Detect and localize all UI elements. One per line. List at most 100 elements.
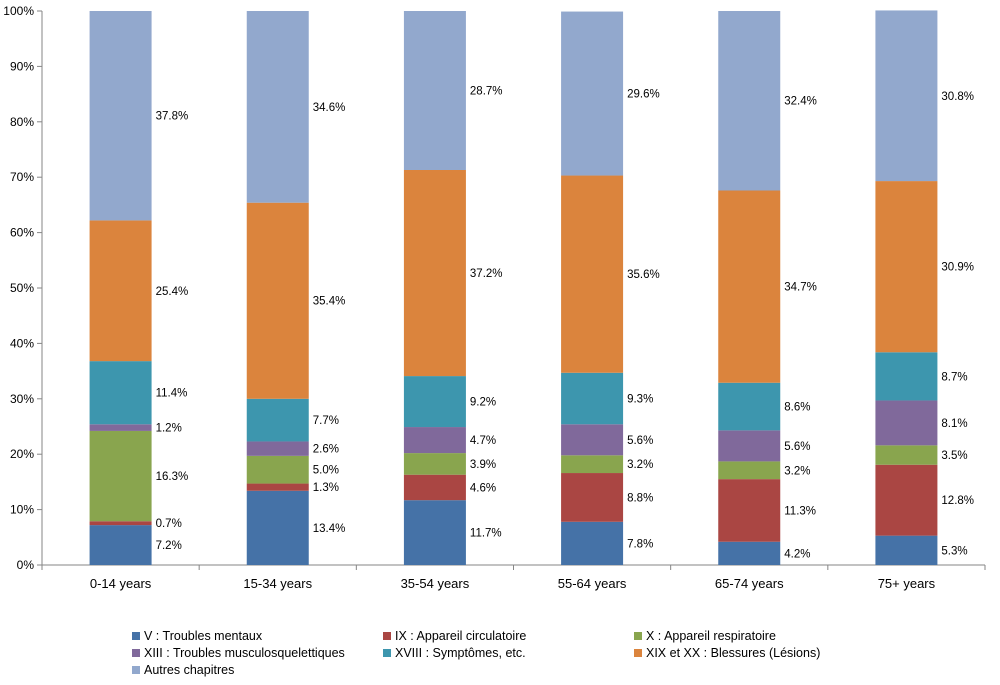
bar-segment (875, 10, 938, 182)
legend-swatch (132, 632, 140, 640)
bar-segment (561, 473, 624, 522)
bar-segment (403, 427, 466, 454)
data-label: 35.4% (313, 296, 346, 308)
legend-item-label: Autres chapitres (144, 663, 234, 677)
data-label: 34.7% (784, 282, 817, 294)
y-tick-label: 60% (10, 226, 34, 240)
bar-segment (89, 430, 152, 522)
bar-segment (89, 11, 152, 221)
bar-segment (718, 461, 781, 480)
data-label: 3.2% (784, 465, 810, 477)
bar-segment (89, 361, 152, 425)
data-label: 4.7% (470, 435, 496, 447)
bar-segment (561, 521, 624, 565)
y-tick-label: 10% (10, 503, 34, 517)
data-label: 5.6% (784, 441, 810, 453)
data-label: 7.8% (627, 538, 653, 550)
data-label: 3.9% (470, 459, 496, 471)
data-label: 12.8% (941, 495, 974, 507)
x-tick-label: 55-64 years (558, 576, 627, 591)
data-label: 7.2% (156, 540, 182, 552)
data-label: 11.3% (784, 505, 816, 517)
data-label: 29.6% (627, 89, 660, 101)
y-tick-label: 40% (10, 336, 34, 350)
bar-segment (89, 525, 152, 565)
legend-swatch (132, 666, 140, 674)
data-label: 8.8% (627, 492, 653, 504)
data-label: 8.1% (941, 418, 967, 430)
bar-segment (561, 11, 624, 176)
bar-segment (875, 352, 938, 401)
bar-segment (561, 424, 624, 456)
bar-segment (89, 424, 152, 431)
y-tick-label: 50% (10, 281, 34, 295)
y-tick-label: 0% (17, 558, 35, 572)
x-axis: 0-14 years 15-34 years 35-54 years 55-64 ye… (41, 564, 986, 591)
legend-swatch (383, 649, 391, 657)
bar-segment (246, 490, 309, 565)
y-tick-label: 90% (10, 59, 34, 73)
data-label: 30.9% (941, 262, 974, 274)
data-label: 1.3% (313, 482, 339, 494)
y-tick-label: 80% (10, 115, 34, 129)
data-label: 35.6% (627, 269, 660, 281)
data-label: 37.2% (470, 268, 503, 280)
legend-item-label: X : Appareil respiratoire (646, 629, 776, 643)
legend: V : Troubles mentaux IX : Appareil circul… (132, 629, 820, 677)
legend-swatch (132, 649, 140, 657)
data-label: 37.8% (156, 111, 189, 123)
data-label: 3.2% (627, 459, 653, 471)
data-label: 2.6% (313, 444, 339, 456)
bar-segment (718, 479, 781, 542)
bar-segment (561, 175, 624, 373)
legend-item-label: IX : Appareil circulatoire (395, 629, 526, 643)
data-labels: 7.2% 0.7% 16.3% 1.2% 11.4% 25.4% 37.8% 13.4% 1.3… (156, 85, 974, 560)
legend-swatch (634, 632, 642, 640)
bar-segment (403, 500, 466, 565)
bar-segment (246, 483, 309, 491)
bar-segment (875, 445, 938, 465)
data-label: 25.4% (156, 286, 189, 298)
bar-segment (875, 400, 938, 446)
legend-item-label: XVIII : Symptômes, etc. (395, 646, 526, 660)
bar-segment (718, 430, 781, 462)
bar-segment (718, 190, 781, 383)
bar-segment (875, 181, 938, 353)
bar-segment (875, 464, 938, 536)
bar-segment (246, 441, 309, 456)
bar-segment (403, 474, 466, 501)
data-label: 32.4% (784, 96, 817, 108)
y-axis: 0% 10% 20% 30% 40% 50% 60% 70% 80% 90% 100% (3, 4, 43, 572)
bar-segment (246, 11, 309, 203)
data-label: 11.7% (470, 528, 502, 540)
legend-swatch (383, 632, 391, 640)
bar-segment (89, 521, 152, 526)
data-label: 11.4% (156, 388, 188, 400)
data-label: 7.7% (313, 415, 339, 427)
x-tick-label: 0-14 years (90, 576, 152, 591)
legend-swatch (634, 649, 642, 657)
bar-segment (403, 11, 466, 170)
data-label: 9.2% (470, 397, 496, 409)
y-tick-label: 100% (3, 4, 34, 18)
bar-segment (89, 220, 152, 362)
data-label: 5.6% (627, 435, 653, 447)
data-label: 5.3% (941, 545, 967, 557)
data-label: 8.6% (784, 402, 810, 414)
x-tick-label: 35-54 years (401, 576, 470, 591)
data-label: 8.7% (941, 371, 967, 383)
data-label: 4.2% (784, 548, 810, 560)
x-tick-label: 15-34 years (243, 576, 312, 591)
bar-segment (561, 455, 624, 474)
data-label: 5.0% (313, 465, 339, 477)
data-label: 9.3% (627, 394, 653, 406)
y-tick-label: 30% (10, 392, 34, 406)
data-label: 16.3% (156, 471, 189, 483)
data-label: 13.4% (313, 523, 346, 535)
bar-segment (403, 169, 466, 377)
data-label: 3.5% (941, 450, 967, 462)
data-label: 34.6% (313, 102, 346, 114)
y-tick-label: 20% (10, 447, 34, 461)
bar-segment (246, 398, 309, 442)
legend-item-label: XIX et XX : Blessures (Lésions) (646, 646, 820, 660)
